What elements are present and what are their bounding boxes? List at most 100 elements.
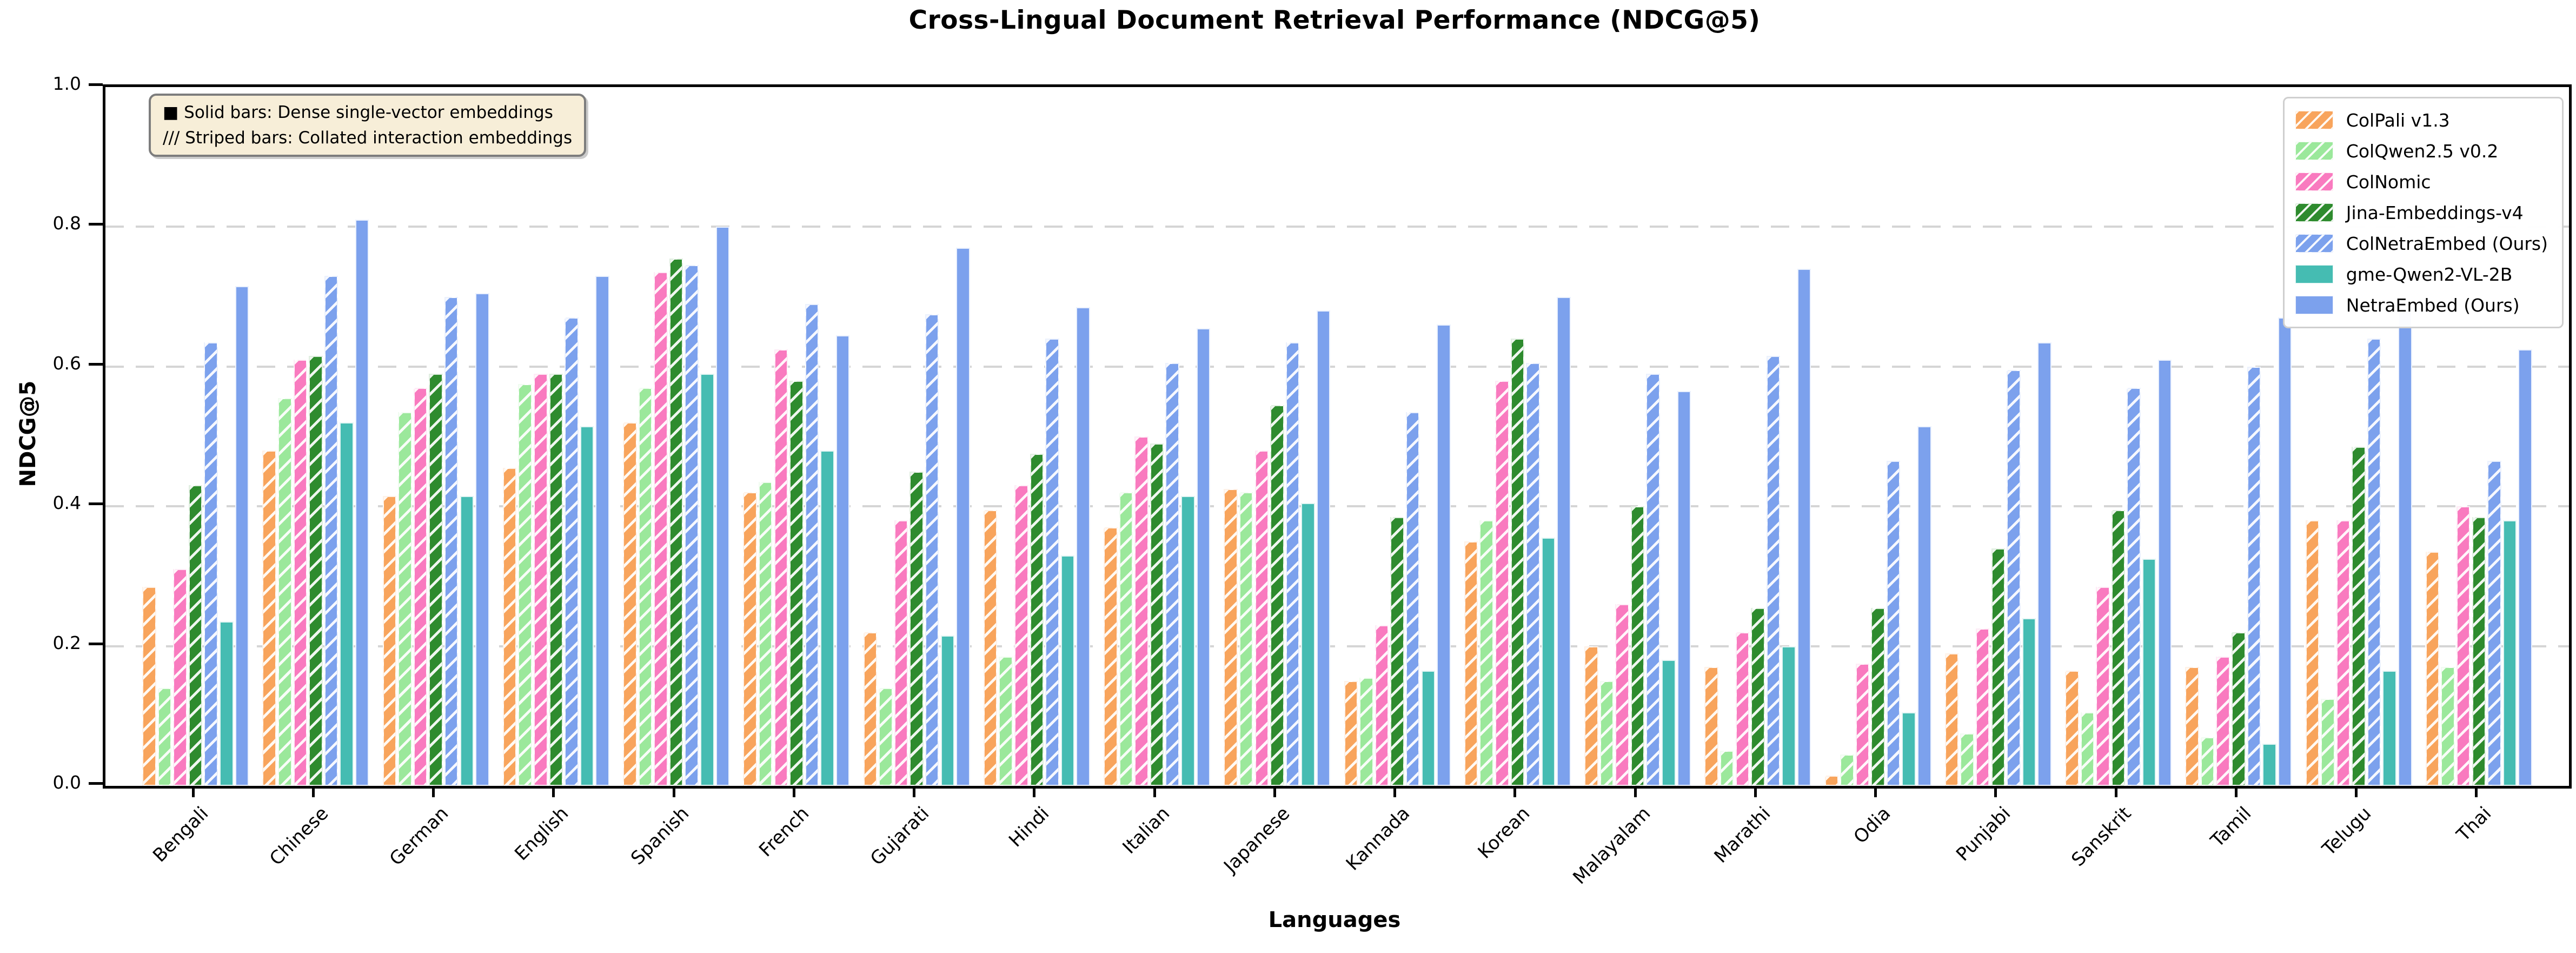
- bar-colqwen2-5-v0-2-english: [518, 384, 532, 786]
- bar-colqwen2-5-v0-2-korean: [1479, 520, 1493, 786]
- x-tick-label-korean: Korean: [1473, 803, 1535, 863]
- bar-jina-embeddings-v4-tamil: [2232, 632, 2246, 786]
- bar-netraembed-ours-telugu: [2398, 310, 2412, 786]
- bar-colpali-v1-3-telugu: [2305, 520, 2320, 786]
- x-tickmark-odia: [1874, 783, 1877, 797]
- x-tick-label-odia: Odia: [1849, 803, 1895, 848]
- bar-gme-qwen2-vl-2b-english: [580, 426, 594, 786]
- bar-colnomic-japanese: [1254, 450, 1269, 786]
- bar-colqwen2-5-v0-2-chinese: [278, 398, 292, 786]
- gridline-0.6: [105, 365, 2569, 368]
- bar-colnetraembed-ours-spanish: [685, 265, 699, 786]
- bar-colnetraembed-ours-odia: [1886, 461, 1901, 786]
- bar-jina-embeddings-v4-odia: [1871, 607, 1885, 786]
- x-tick-label-gujarati: Gujarati: [866, 803, 934, 870]
- bar-colnetraembed-ours-english: [565, 317, 579, 786]
- legend-swatch-jina-embeddings-v4: [2295, 203, 2333, 222]
- bar-jina-embeddings-v4-thai: [2472, 517, 2486, 786]
- bar-jina-embeddings-v4-sanskrit: [2111, 509, 2126, 786]
- bar-group-spanish: [623, 87, 730, 786]
- bar-gme-qwen2-vl-2b-malayalam: [1662, 660, 1676, 786]
- x-tickmark-english: [552, 783, 555, 797]
- bar-group-bengali: [142, 87, 249, 786]
- legend-item-netraembed-ours: NetraEmbed (Ours): [2295, 293, 2548, 317]
- bar-colpali-v1-3-korean: [1464, 541, 1478, 786]
- bar-colpali-v1-3-odia: [1824, 775, 1839, 786]
- gridline-0.8: [105, 226, 2569, 228]
- x-tickmark-gujarati: [913, 783, 916, 797]
- bar-colnomic-gujarati: [894, 520, 908, 786]
- bar-netraembed-ours-sanskrit: [2157, 359, 2172, 786]
- bar-netraembed-ours-punjabi: [2037, 342, 2051, 786]
- bar-colnetraembed-ours-korean: [1526, 363, 1540, 786]
- bar-colqwen2-5-v0-2-french: [758, 481, 773, 786]
- bar-colqwen2-5-v0-2-spanish: [638, 387, 653, 786]
- bar-colpali-v1-3-english: [502, 468, 517, 786]
- bar-group-kannada: [1344, 87, 1451, 786]
- gridline-0.4: [105, 505, 2569, 508]
- bar-colpali-v1-3-kannada: [1344, 681, 1358, 786]
- bar-colpali-v1-3-tamil: [2185, 667, 2199, 786]
- bar-colnetraembed-ours-gujarati: [925, 314, 939, 786]
- x-tickmark-malayalam: [1634, 783, 1637, 797]
- bar-colnomic-korean: [1495, 380, 1509, 786]
- bar-netraembed-ours-hindi: [1076, 307, 1090, 786]
- bar-group-hindi: [983, 87, 1090, 786]
- x-tickmark-korean: [1513, 783, 1517, 797]
- x-tick-label-hindi: Hindi: [1005, 803, 1054, 852]
- annotation-line-solid: ■ Solid bars: Dense single-vector embedd…: [163, 103, 553, 122]
- x-tickmark-spanish: [672, 783, 675, 797]
- x-tick-label-italian: Italian: [1118, 803, 1174, 858]
- bar-colqwen2-5-v0-2-sanskrit: [2080, 712, 2095, 786]
- bar-colpali-v1-3-chinese: [262, 450, 276, 786]
- bar-colqwen2-5-v0-2-malayalam: [1599, 681, 1614, 786]
- bar-colnomic-punjabi: [1975, 628, 1990, 786]
- bar-colpali-v1-3-italian: [1104, 527, 1118, 786]
- bar-colnomic-english: [534, 373, 548, 786]
- bar-netraembed-ours-gujarati: [956, 248, 970, 786]
- bar-jina-embeddings-v4-japanese: [1270, 405, 1284, 786]
- bar-group-thai: [2425, 87, 2532, 786]
- legend-item-colqwen2-5-v0-2: ColQwen2.5 v0.2: [2295, 139, 2548, 163]
- legend-swatch-netraembed-ours: [2295, 296, 2333, 314]
- legend-swatch-colnetraembed-ours: [2295, 234, 2333, 253]
- x-axis-label: Languages: [1268, 908, 1401, 932]
- bar-group-english: [502, 87, 609, 786]
- bar-colnetraembed-ours-hindi: [1045, 339, 1059, 786]
- bar-colnomic-marathi: [1735, 632, 1749, 786]
- x-tickmark-japanese: [1273, 783, 1276, 797]
- legend-swatch-colnomic: [2295, 173, 2333, 191]
- bar-colnomic-malayalam: [1615, 604, 1629, 786]
- bar-colpali-v1-3-malayalam: [1584, 646, 1598, 786]
- bar-colnomic-sanskrit: [2096, 586, 2110, 786]
- legend-label-colqwen2-5-v0-2: ColQwen2.5 v0.2: [2346, 140, 2499, 162]
- bar-group-telugu: [2305, 87, 2412, 786]
- bar-jina-embeddings-v4-spanish: [669, 258, 683, 786]
- bar-group-sanskrit: [2065, 87, 2172, 786]
- x-tickmark-italian: [1153, 783, 1156, 797]
- bar-gme-qwen2-vl-2b-thai: [2502, 520, 2517, 786]
- bar-colpali-v1-3-french: [743, 492, 757, 786]
- bar-colnomic-french: [774, 349, 788, 786]
- bar-jina-embeddings-v4-malayalam: [1630, 506, 1645, 786]
- bar-group-japanese: [1224, 87, 1331, 786]
- legend-label-gme-qwen2-vl-2b: gme-Qwen2-VL-2B: [2346, 263, 2513, 285]
- bar-colqwen2-5-v0-2-italian: [1119, 492, 1133, 786]
- bar-colpali-v1-3-gujarati: [863, 632, 878, 786]
- bar-netraembed-ours-kannada: [1437, 325, 1451, 786]
- bar-gme-qwen2-vl-2b-marathi: [1782, 646, 1796, 786]
- bar-netraembed-ours-english: [595, 275, 609, 786]
- y-tickmark-0.4: [89, 502, 103, 506]
- x-tickmark-marathi: [1754, 783, 1757, 797]
- x-tick-label-sanskrit: Sanskrit: [2067, 803, 2135, 871]
- bar-gme-qwen2-vl-2b-punjabi: [2022, 618, 2036, 786]
- bar-colnetraembed-ours-marathi: [1766, 356, 1781, 786]
- bar-colqwen2-5-v0-2-kannada: [1359, 677, 1373, 786]
- bar-colnetraembed-ours-chinese: [324, 275, 338, 786]
- x-tickmark-hindi: [1033, 783, 1036, 797]
- bar-colqwen2-5-v0-2-punjabi: [1960, 733, 1974, 786]
- bar-netraembed-ours-korean: [1557, 296, 1571, 786]
- legend-swatch-colqwen2-5-v0-2: [2295, 142, 2333, 160]
- bar-jina-embeddings-v4-bengali: [188, 485, 203, 786]
